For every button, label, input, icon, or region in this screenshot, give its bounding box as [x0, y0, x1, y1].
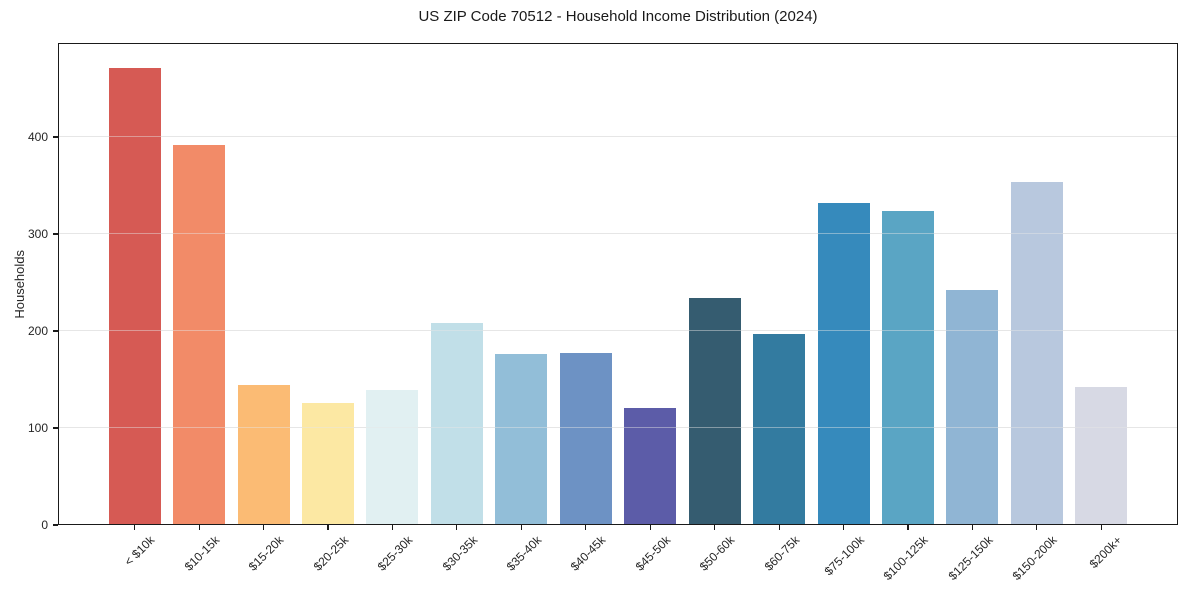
x-tick-mark	[262, 525, 265, 530]
x-tick-mark	[907, 525, 909, 530]
bar-$25-30k	[366, 390, 419, 525]
y-tick-label: 200	[27, 324, 48, 339]
x-tick-mark	[778, 525, 780, 530]
y-tick-label: 300	[27, 227, 48, 242]
x-tick-label: $40-45k	[568, 533, 609, 574]
x-tick-mark	[1036, 525, 1038, 530]
bar-$60-75k	[753, 333, 806, 525]
y-tick-label: 0	[41, 518, 48, 532]
gridline-overlay	[58, 330, 1178, 332]
x-tick-label: $125-150k	[945, 533, 996, 584]
x-tick-label: $150-200k	[1009, 533, 1060, 584]
y-tick-mark	[53, 427, 58, 429]
gridline-overlay	[58, 136, 1178, 138]
y-tick-mark	[53, 524, 58, 526]
x-tick-mark	[971, 525, 974, 530]
bar-$50-60k	[688, 298, 741, 525]
y-tick-mark	[53, 233, 58, 235]
bar-$15-20k	[237, 385, 290, 525]
x-tick-mark	[327, 525, 329, 530]
x-tick-label: $200k+	[1086, 533, 1125, 571]
x-tick-mark	[520, 525, 522, 530]
x-tick-mark	[649, 525, 651, 530]
chart-title: US ZIP Code 70512 - Household Income Dis…	[418, 8, 818, 25]
x-axis: < $10k $10-15k $15-20k $20-25k $25-30k $30-35…	[58, 525, 1178, 589]
x-tick-mark	[714, 525, 716, 530]
x-tick-label: $25-30k	[374, 533, 416, 574]
x-tick-label: $10-15k	[181, 533, 223, 574]
bar-$30-35k	[430, 323, 483, 525]
bar-$125-150k	[946, 290, 999, 525]
x-tick-label: $60-75k	[761, 533, 803, 574]
gridline	[58, 233, 1178, 235]
bar-$45-50k	[624, 407, 677, 525]
x-tick-mark	[1100, 525, 1102, 530]
x-tick-mark	[842, 525, 845, 530]
bar-$150-200k	[1010, 181, 1063, 525]
bar-$75-100k	[817, 203, 870, 525]
x-tick-label: < $10k	[121, 533, 158, 569]
gridline	[58, 427, 1178, 429]
bar-$100-125k	[881, 210, 934, 525]
bar-$200k+	[1075, 387, 1128, 525]
x-tick-label: $45-50k	[632, 533, 674, 574]
y-tick-mark	[53, 330, 58, 332]
y-tick-mark	[53, 136, 58, 138]
bar-$10-15k	[173, 144, 226, 525]
gridline-overlay	[58, 427, 1178, 429]
plot-area	[58, 43, 1178, 525]
x-tick-mark	[456, 525, 458, 530]
x-tick-mark	[134, 525, 136, 530]
x-tick-mark	[198, 525, 200, 530]
x-tick-label: $20-25k	[310, 533, 351, 574]
gridline-overlay	[58, 233, 1178, 235]
x-tick-label: $35-40k	[503, 533, 545, 574]
bar-$20-25k	[302, 402, 354, 525]
gridline	[58, 136, 1178, 138]
x-tick-label: $30-35k	[439, 533, 480, 574]
x-tick-label: $15-20k	[245, 533, 287, 574]
bar-< $10k	[108, 68, 161, 525]
bar-$40-45k	[559, 353, 612, 525]
x-tick-label: $75-100k	[821, 533, 867, 579]
gridline	[58, 330, 1178, 332]
y-axis: 0 100 200 300 400	[0, 43, 58, 532]
x-tick-mark	[585, 525, 587, 530]
x-tick-label: $50-60k	[697, 533, 738, 574]
y-tick-label: 100	[27, 421, 48, 436]
y-tick-label: 400	[27, 130, 48, 145]
bar-$35-40k	[495, 354, 548, 525]
x-tick-label: $100-125k	[880, 533, 931, 584]
x-tick-mark	[391, 525, 394, 530]
